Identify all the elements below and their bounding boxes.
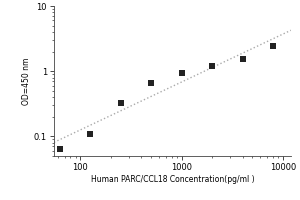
Point [271,45,276,48]
Point [179,72,184,75]
Point [88,132,92,135]
X-axis label: Human PARC/CCL18 Concentration(pg/ml ): Human PARC/CCL18 Concentration(pg/ml ) [91,175,254,184]
Point [118,102,123,105]
Point [210,64,214,68]
Point [240,57,245,60]
Y-axis label: OD=450 nm: OD=450 nm [22,57,31,105]
Point [57,147,62,150]
Point [149,82,154,85]
